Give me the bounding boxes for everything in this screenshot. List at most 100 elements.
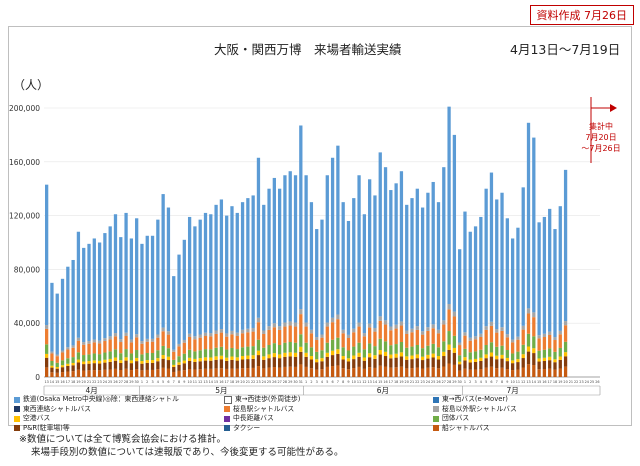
- bar-segment-group: [373, 346, 377, 356]
- bar-segment-sakura: [203, 335, 208, 350]
- bar-segment-other: [150, 338, 155, 342]
- bar-segment-metro: [495, 199, 499, 330]
- x-day-label: 9: [183, 380, 185, 384]
- bar-segment-sakura: [97, 343, 102, 355]
- x-day-label: 18: [71, 380, 75, 384]
- legend-swatch: [224, 425, 230, 432]
- bar-segment-pr: [410, 359, 414, 369]
- bar-segment-group: [299, 334, 303, 347]
- x-day-label: 5: [162, 380, 164, 384]
- bar-segment-sakura: [558, 334, 562, 348]
- bar-segment-airport: [553, 359, 557, 363]
- bar-segment-airport: [277, 354, 282, 359]
- bar-segment-pr: [288, 356, 292, 367]
- bar-segment-airport: [399, 352, 404, 357]
- bar-segment-metro: [378, 152, 382, 317]
- bar-segment-group: [97, 354, 102, 361]
- bar-segment-pr: [150, 362, 155, 370]
- bar-segment-airport: [256, 350, 261, 356]
- bar-segment-boat: [336, 365, 340, 377]
- bar-segment-sakura: [299, 314, 303, 335]
- bar-segment-pr: [277, 358, 282, 368]
- bar-segment-airport: [299, 346, 303, 352]
- bar-segment-metro: [394, 183, 398, 325]
- bar-segment-group: [166, 348, 171, 357]
- bar-segment-other: [103, 338, 107, 342]
- bar-segment-metro: [277, 188, 282, 327]
- bar-segment-pr: [458, 364, 462, 371]
- bar-segment-metro: [463, 211, 467, 333]
- chart-panel: [8, 26, 632, 426]
- x-day-label: 22: [251, 380, 255, 384]
- bar-segment-pr: [383, 356, 388, 367]
- bar-segment-metro: [225, 215, 229, 334]
- bar-segment-pr: [394, 357, 398, 368]
- bar-segment-group: [442, 341, 446, 352]
- bar-segment-airport: [103, 359, 107, 363]
- bar-segment-metro: [262, 204, 266, 331]
- bar-segment-boat: [230, 368, 234, 377]
- legend-label: 東→西徒歩(外周徒歩): [235, 395, 301, 403]
- bar-segment-pr: [103, 362, 107, 370]
- bar-segment-group: [426, 345, 430, 355]
- x-day-label: 13: [526, 380, 530, 384]
- x-day-label: 28: [124, 380, 128, 384]
- bar-segment-group: [320, 350, 324, 359]
- bar-segment-boat: [45, 367, 49, 377]
- bar-segment-pr: [92, 363, 96, 371]
- bar-segment-boat: [346, 369, 351, 377]
- bar-segment-sakura: [346, 337, 351, 351]
- bar-segment-group: [235, 349, 239, 358]
- bar-segment-airport: [267, 354, 271, 359]
- bar-segment-other: [463, 332, 467, 336]
- bar-segment-group: [542, 349, 547, 358]
- bar-segment-other: [66, 347, 70, 350]
- bar-segment-pr: [436, 359, 441, 369]
- bar-segment-pr: [60, 367, 65, 373]
- x-day-label: 13: [367, 380, 371, 384]
- bar-segment-boat: [489, 366, 494, 377]
- bar-segment-boat: [320, 369, 324, 377]
- bar-segment-metro: [187, 216, 192, 334]
- bar-segment-sakura: [468, 340, 472, 353]
- bar-segment-airport: [135, 357, 139, 362]
- chart-period: 4月13日～7月19日: [510, 42, 621, 57]
- bar-segment-boat: [97, 370, 102, 377]
- bar-segment-boat: [225, 368, 229, 377]
- bar-segment-metro: [479, 216, 483, 334]
- bar-segment-boat: [113, 368, 118, 377]
- bar-segment-airport: [468, 359, 472, 363]
- bar-segment-boat: [563, 366, 568, 377]
- bar-segment-sakura: [304, 326, 308, 343]
- bar-segment-airport: [304, 352, 308, 357]
- x-day-label: 20: [405, 380, 409, 384]
- bar-segment-group: [346, 350, 351, 359]
- bar-segment-other: [182, 339, 186, 343]
- bar-segment-other: [55, 354, 59, 357]
- bar-segment-airport: [320, 358, 324, 362]
- bar-segment-metro: [304, 175, 308, 323]
- x-day-label: 21: [410, 380, 414, 384]
- bar-segment-group: [262, 347, 266, 357]
- legend-item: 中長距離バス: [224, 414, 433, 424]
- bar-segment-other: [346, 334, 351, 338]
- x-day-label: 13: [44, 380, 48, 384]
- y-tick-label: 40,000: [14, 319, 40, 328]
- bar-segment-boat: [145, 369, 149, 377]
- bar-segment-other: [521, 325, 525, 330]
- bar-segment-group: [246, 346, 250, 356]
- bar-segment-pr: [145, 362, 149, 370]
- bar-segment-sakura: [521, 329, 525, 345]
- bar-segment-airport: [458, 361, 462, 365]
- bar-segment-other: [246, 328, 250, 333]
- bar-segment-group: [495, 346, 499, 356]
- bar-segment-pr: [500, 358, 504, 368]
- bar-segment-sakura: [87, 343, 91, 355]
- bar-segment-group: [92, 353, 96, 361]
- bar-segment-pr: [240, 359, 245, 369]
- bar-segment-metro: [50, 282, 54, 352]
- bar-segment-sakura: [71, 347, 75, 358]
- bar-segment-boat: [473, 369, 478, 377]
- bar-segment-airport: [341, 356, 345, 360]
- bar-segment-other: [288, 321, 292, 326]
